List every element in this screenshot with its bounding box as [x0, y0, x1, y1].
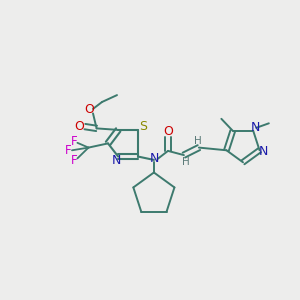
- Text: O: O: [85, 103, 94, 116]
- Text: F: F: [65, 144, 72, 158]
- Text: N: N: [112, 154, 122, 167]
- Text: S: S: [139, 120, 147, 134]
- Text: F: F: [71, 135, 78, 148]
- Text: N: N: [150, 152, 160, 165]
- Text: N: N: [259, 145, 268, 158]
- Text: F: F: [71, 154, 78, 167]
- Text: N: N: [251, 121, 260, 134]
- Text: H: H: [182, 157, 189, 167]
- Text: O: O: [163, 125, 173, 138]
- Text: O: O: [74, 120, 84, 133]
- Text: H: H: [194, 136, 201, 146]
